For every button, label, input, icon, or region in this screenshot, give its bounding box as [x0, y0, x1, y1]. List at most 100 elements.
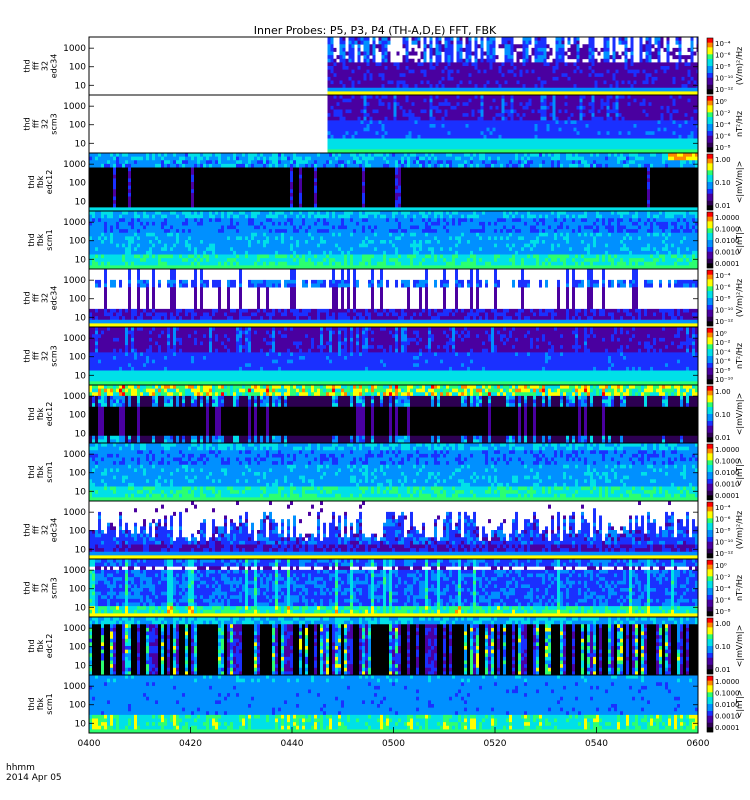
heatmap-cell	[582, 138, 586, 143]
heatmap-cell	[492, 62, 496, 67]
heatmap-cell	[260, 171, 263, 176]
heatmap-cell	[510, 47, 514, 52]
heatmap-cell	[495, 120, 499, 125]
heatmap-cell	[227, 203, 230, 208]
heatmap-cell	[293, 153, 296, 158]
heatmap-cell	[164, 171, 167, 176]
heatmap-cell	[390, 131, 394, 136]
heatmap-cell	[327, 73, 331, 78]
heatmap-cell	[354, 91, 358, 96]
heatmap-cell	[657, 55, 661, 60]
heatmap-cell	[290, 153, 293, 158]
heatmap-cell	[281, 200, 284, 205]
heatmap-cell	[402, 80, 406, 85]
heatmap-cell	[447, 91, 451, 96]
heatmap-cell	[107, 163, 110, 168]
heatmap-cell	[89, 167, 92, 172]
heatmap-cell	[435, 58, 439, 63]
heatmap-cell	[465, 124, 469, 129]
heatmap-cell	[648, 40, 652, 45]
heatmap-cell	[543, 98, 547, 103]
heatmap-cell	[474, 134, 478, 139]
heatmap-cell	[327, 91, 331, 96]
heatmap-cell	[468, 84, 472, 89]
heatmap-cell	[456, 138, 460, 143]
heatmap-cell	[624, 76, 628, 81]
heatmap-cell	[420, 80, 424, 85]
heatmap-cell	[528, 84, 532, 89]
heatmap-cell	[302, 171, 305, 176]
heatmap-cell	[426, 44, 430, 49]
colorbar-segment	[707, 75, 713, 78]
heatmap-cell	[576, 102, 580, 107]
heatmap-cell	[336, 91, 340, 96]
heatmap-cell	[411, 134, 415, 139]
heatmap-cell	[561, 55, 565, 60]
heatmap-cell	[675, 138, 679, 143]
heatmap-cell	[314, 192, 317, 197]
heatmap-cell	[651, 124, 655, 129]
heatmap-cell	[597, 124, 601, 129]
heatmap-cell	[327, 142, 331, 147]
heatmap-cell	[266, 207, 269, 212]
heatmap-cell	[110, 160, 113, 165]
heatmap-cell	[666, 47, 670, 52]
heatmap-cell	[675, 124, 679, 129]
heatmap-cell	[510, 44, 514, 49]
heatmap-cell	[257, 171, 260, 176]
heatmap-cell	[657, 95, 661, 100]
heatmap-cell	[393, 116, 397, 121]
colorbar-segment	[707, 56, 713, 60]
heatmap-cell	[513, 44, 517, 49]
heatmap-cell	[311, 200, 314, 205]
heatmap-cell	[387, 40, 391, 45]
heatmap-cell	[420, 138, 424, 143]
heatmap-cell	[236, 163, 239, 168]
heatmap-cell	[408, 145, 412, 150]
heatmap-cell	[624, 91, 628, 96]
heatmap-cell	[405, 95, 409, 100]
heatmap-cell	[320, 200, 323, 205]
heatmap-cell	[254, 156, 257, 161]
heatmap-cell	[600, 138, 604, 143]
heatmap-cell	[293, 182, 296, 187]
heatmap-cell	[522, 124, 526, 129]
heatmap-cell	[357, 40, 361, 45]
heatmap-cell	[687, 76, 691, 81]
heatmap-cell	[444, 80, 448, 85]
heatmap-cell	[654, 105, 658, 110]
heatmap-cell	[429, 95, 433, 100]
heatmap-cell	[408, 73, 412, 78]
heatmap-cell	[678, 134, 682, 139]
heatmap-cell	[537, 66, 541, 71]
heatmap-cell	[357, 149, 361, 154]
heatmap-cell	[648, 109, 652, 114]
heatmap-cell	[272, 196, 275, 201]
heatmap-cell	[305, 185, 308, 190]
heatmap-cell	[630, 98, 634, 103]
heatmap-cell	[630, 142, 634, 147]
heatmap-cell	[576, 87, 580, 92]
heatmap-cell	[269, 160, 272, 165]
heatmap-cell	[498, 73, 502, 78]
heatmap-cell	[510, 40, 514, 45]
heatmap-cell	[681, 95, 685, 100]
heatmap-cell	[143, 156, 146, 161]
heatmap-cell	[642, 44, 646, 49]
heatmap-cell	[345, 127, 349, 132]
heatmap-cell	[423, 95, 427, 100]
heatmap-cell	[555, 120, 559, 125]
heatmap-cell	[576, 76, 580, 81]
heatmap-cell	[411, 124, 415, 129]
heatmap-cell	[456, 149, 460, 154]
heatmap-cell	[579, 55, 583, 60]
heatmap-cell	[606, 58, 610, 63]
heatmap-cell	[305, 207, 308, 212]
heatmap-cell	[399, 80, 403, 85]
heatmap-cell	[152, 171, 155, 176]
heatmap-cell	[302, 163, 305, 168]
heatmap-cell	[342, 58, 346, 63]
heatmap-cell	[603, 149, 607, 154]
heatmap-cell	[366, 37, 370, 42]
heatmap-cell	[245, 156, 248, 161]
